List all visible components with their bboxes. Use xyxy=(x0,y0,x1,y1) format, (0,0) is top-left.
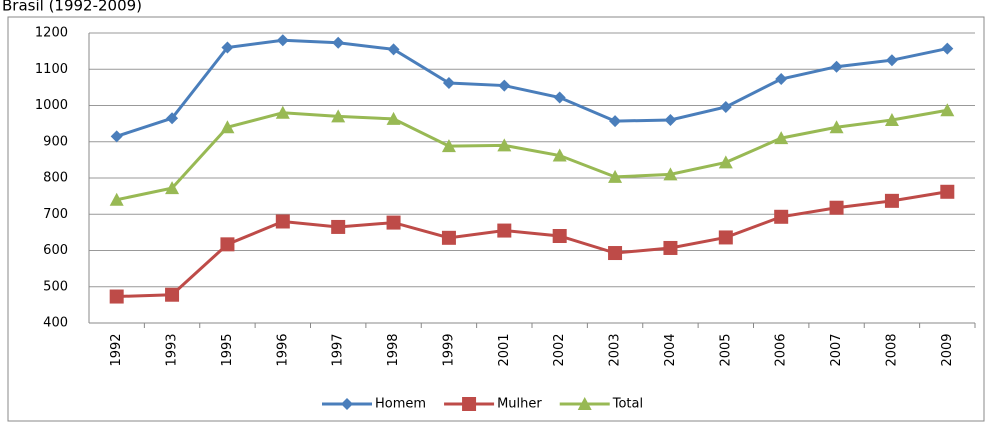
legend-label: Total xyxy=(612,397,643,412)
point-marker xyxy=(275,214,290,229)
point-marker xyxy=(775,73,788,86)
point-marker xyxy=(552,229,567,243)
point-marker xyxy=(830,60,843,73)
point-marker xyxy=(497,138,512,152)
x-tick-label: 1998 xyxy=(386,333,401,366)
point-marker xyxy=(885,54,898,67)
point-marker xyxy=(220,120,235,134)
chart-title: Brasil (1992-2009) xyxy=(2,0,142,15)
point-marker xyxy=(442,77,455,90)
point-marker xyxy=(498,79,511,92)
point-marker xyxy=(462,397,477,411)
point-marker xyxy=(387,43,400,56)
series-line xyxy=(116,108,948,202)
point-marker xyxy=(386,111,401,125)
series-line xyxy=(116,38,948,138)
point-marker xyxy=(220,237,235,252)
x-tick-label: 2002 xyxy=(552,333,567,366)
point-marker xyxy=(441,139,456,153)
point-marker xyxy=(608,246,623,261)
x-tick-label: 2008 xyxy=(884,333,899,366)
legend-label: Mulher xyxy=(497,397,542,412)
point-marker xyxy=(221,41,234,54)
point-marker xyxy=(341,398,353,410)
x-tick-label: 1997 xyxy=(331,333,346,366)
point-marker xyxy=(165,181,180,195)
point-marker xyxy=(386,215,401,230)
point-marker xyxy=(774,131,789,145)
x-tick-label: 2001 xyxy=(497,333,512,366)
point-marker xyxy=(497,223,512,238)
x-tick-label: 2003 xyxy=(608,333,623,366)
point-marker xyxy=(718,155,733,169)
x-tick-label: 1992 xyxy=(109,333,124,366)
point-marker xyxy=(110,130,123,143)
y-tick-label: 500 xyxy=(43,279,68,294)
point-marker xyxy=(275,105,290,119)
x-tick-label: 1995 xyxy=(220,333,235,366)
point-marker xyxy=(663,167,678,181)
y-tick-label: 800 xyxy=(43,171,68,186)
x-tick-label: 1999 xyxy=(441,333,456,366)
point-marker xyxy=(109,192,124,206)
point-marker xyxy=(109,289,124,304)
point-marker xyxy=(884,193,899,208)
y-tick-label: 1000 xyxy=(35,98,68,113)
point-marker xyxy=(941,42,954,55)
x-tick-label: 1993 xyxy=(165,333,180,366)
x-tick-label: 2004 xyxy=(663,333,678,366)
point-marker xyxy=(774,209,789,224)
point-marker xyxy=(609,115,622,128)
point-marker xyxy=(608,169,623,183)
point-marker xyxy=(577,397,592,410)
point-marker xyxy=(441,230,456,245)
point-marker xyxy=(884,113,899,126)
x-tick-label: 2007 xyxy=(829,333,844,366)
point-marker xyxy=(553,91,566,104)
y-tick-label: 900 xyxy=(43,134,68,149)
point-marker xyxy=(331,109,346,123)
y-tick-label: 600 xyxy=(43,243,68,258)
x-tick-label: 2005 xyxy=(718,333,733,366)
x-tick-label: 2006 xyxy=(774,333,789,366)
y-tick-label: 700 xyxy=(43,207,68,222)
point-marker xyxy=(331,219,346,234)
point-marker xyxy=(276,34,289,47)
point-marker xyxy=(718,230,733,245)
point-marker xyxy=(829,200,844,215)
point-marker xyxy=(165,287,180,302)
point-marker xyxy=(663,240,678,255)
x-tick-label: 2009 xyxy=(940,333,955,366)
point-marker xyxy=(829,120,844,134)
point-marker xyxy=(719,100,732,113)
y-tick-label: 1100 xyxy=(35,62,68,77)
point-marker xyxy=(552,148,567,162)
x-tick-label: 1996 xyxy=(275,333,290,366)
point-marker xyxy=(940,103,955,117)
y-tick-label: 1200 xyxy=(35,26,68,41)
point-marker xyxy=(166,112,179,125)
series-line xyxy=(116,190,948,299)
point-marker xyxy=(940,184,955,199)
legend-label: Homem xyxy=(375,397,426,412)
point-marker xyxy=(332,36,345,49)
y-tick-label: 400 xyxy=(43,316,68,331)
point-marker xyxy=(664,114,677,126)
